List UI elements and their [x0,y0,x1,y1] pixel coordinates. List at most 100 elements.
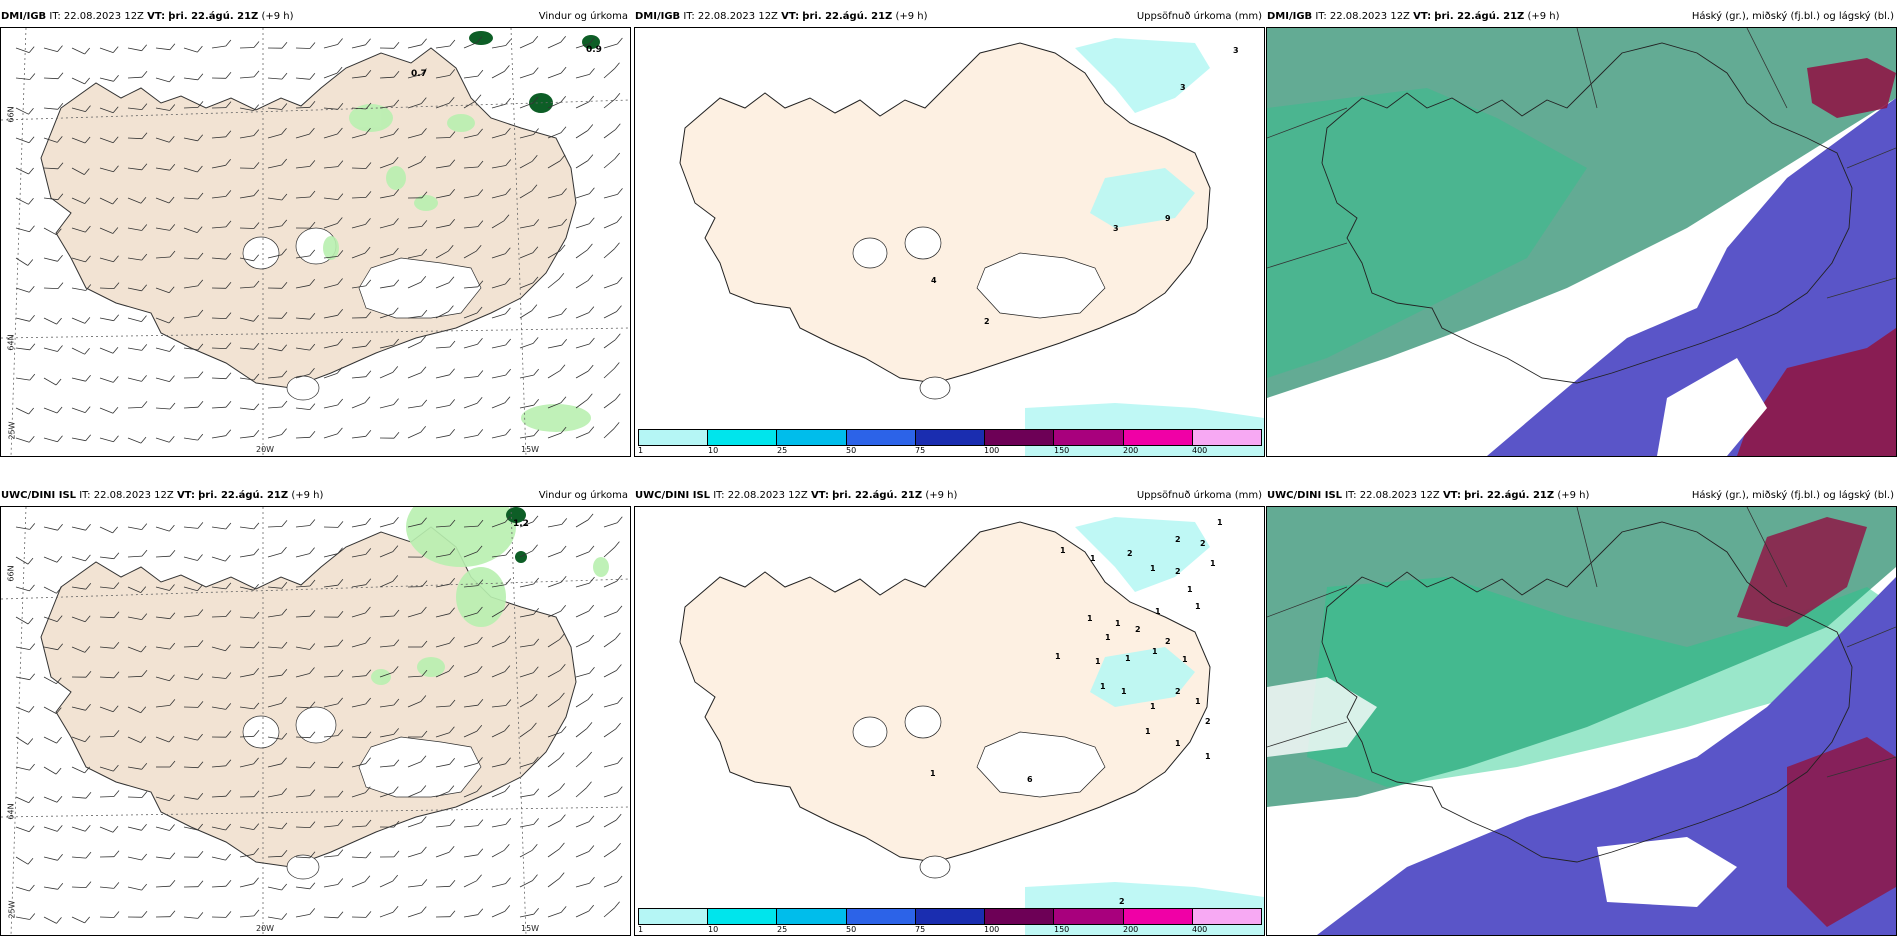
wind-barb-feather [29,373,36,381]
valid-time: þri. 22.ágú. 21Z [832,490,923,501]
wind-barb-feather [421,730,428,738]
wind-barb-feather [447,244,454,252]
wind-barb [15,407,29,415]
wind-barb [519,134,534,139]
cloud-map-svg [1267,507,1896,935]
wind-barb-feather [225,72,232,79]
wind-barb-feather [56,917,62,924]
wind-barb-feather [614,242,620,250]
wind-barb [379,792,394,798]
wind-barb-feather [112,346,119,354]
wind-barb-feather [449,39,456,47]
wind-barb [15,796,29,804]
wind-barb [575,160,589,169]
wind-barb [71,257,86,263]
wind-barb-feather [586,781,592,789]
wind-barb-feather [56,317,62,325]
wind-barb [351,523,366,528]
wind-barb-feather [84,406,91,413]
wind-barb-feather [85,105,91,112]
colorbar [638,908,1262,925]
wind-barb [71,556,86,562]
wind-barb [519,672,534,678]
wind-barb-feather [28,407,35,415]
wind-barb [463,226,478,229]
wind-barb-feather [532,337,539,344]
wind-barbs [15,513,623,924]
wind-barb-feather [365,370,372,377]
precip-value-label: 1 [1210,559,1216,568]
wind-barb [603,522,618,528]
wind-barb-feather [56,406,63,414]
wind-barb-feather [253,790,260,797]
wind-barb [99,107,114,114]
wind-barb-feather [503,844,510,851]
wind-barb [463,435,478,439]
wind-barb-feather [505,39,512,46]
precip-value-label: 2 [1205,717,1211,726]
wind-barb [155,705,170,708]
lon-label: 25W [7,900,17,919]
wind-barb [127,526,142,530]
wind-barb-feather [253,583,259,591]
wind-barb [351,856,367,859]
wind-barb-feather [589,667,595,674]
wind-barb [183,526,198,529]
wind-barb-feather [365,606,371,614]
wind-barb [127,347,142,351]
wind-barb-feather [169,852,176,860]
wind-barb [491,609,505,618]
wind-barb-feather [393,128,399,135]
wind-barb [239,763,254,768]
wind-barb-feather [309,821,316,828]
wind-barb-feather [393,609,400,617]
wind-barb-feather [586,393,593,400]
wind-barb-feather [533,818,540,825]
wind-barb-feather [337,729,344,736]
wind-barb-feather [337,427,343,435]
precip-value-label: 1 [1187,585,1193,594]
wind-barb-feather [337,278,343,285]
wind-barb [267,826,282,830]
wind-barb-feather [57,854,63,861]
wind-barb-feather [225,522,232,530]
wind-barb [211,45,226,49]
wind-barb [239,47,255,49]
wind-barb-feather [169,345,175,352]
wind-barb [463,343,478,349]
clear-area [1597,837,1737,907]
wind-barb-feather [55,767,62,775]
wind-barb-feather [281,546,287,554]
wind-barb [547,581,562,588]
precip-value-label: 1 [1205,752,1211,761]
wind-barb [155,47,170,51]
wind-barb [379,195,394,199]
wind-barb [575,851,590,858]
wind-barb-feather [168,735,175,743]
wind-barb [239,706,254,710]
wind-barb [127,675,143,678]
wind-barb-feather [140,645,147,653]
wind-barb [239,673,254,678]
wind-barb-feather [586,722,593,729]
precip-value-label: 3 [1113,224,1119,233]
wind-barb [71,47,85,55]
wind-barb-feather [531,155,538,162]
wind-barb-feather [225,644,231,651]
wind-barb-feather [141,523,148,530]
wind-barb-feather [168,136,175,143]
wind-barb [435,642,450,648]
wind-barb [407,254,422,259]
wind-barb-feather [392,666,399,673]
wind-barb-feather [393,850,400,858]
wind-barb-feather [281,608,288,616]
wind-barb [183,315,198,319]
wind-barb-feather [616,574,623,582]
wind-barb-feather [113,282,120,289]
wind-barb-feather [505,127,511,135]
wind-barb [491,45,506,49]
mid-cloud-area [1307,577,1896,787]
wind-barb [43,886,58,890]
wind-barb-feather [253,162,260,169]
wind-barb [547,160,561,169]
